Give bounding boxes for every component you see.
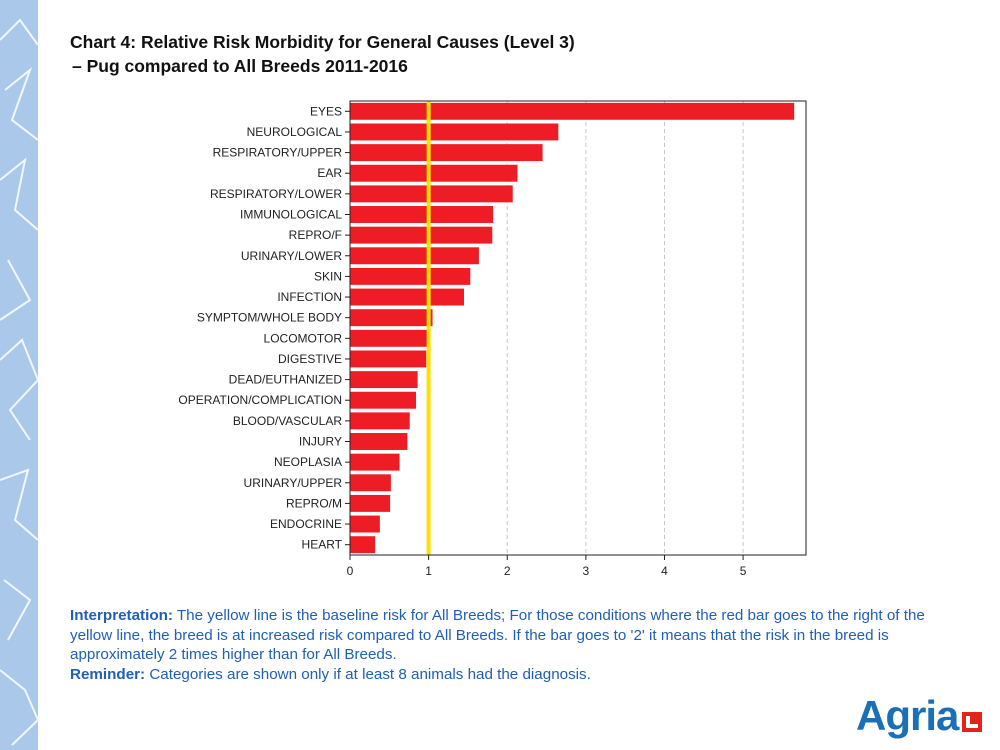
category-label: OPERATION/COMPLICATION	[178, 393, 342, 407]
category-label: LOCOMOTOR	[264, 331, 343, 345]
bar-respiratory-lower	[350, 185, 513, 203]
category-label: RESPIRATORY/LOWER	[210, 187, 342, 201]
category-label: IMMUNOLOGICAL	[240, 208, 342, 222]
title-line-2: – Pug compared to All Breeds 2011-2016	[72, 56, 408, 76]
x-tick-label: 0	[347, 564, 354, 578]
bar-repro-m	[350, 494, 391, 512]
category-label: DEAD/EUTHANIZED	[229, 373, 343, 387]
category-label: EAR	[317, 166, 342, 180]
category-label: REPRO/M	[286, 496, 342, 510]
bar-infection	[350, 288, 464, 306]
logo-mark-icon	[962, 712, 983, 732]
bar-dead-euthanized	[350, 371, 418, 389]
category-label: NEUROLOGICAL	[247, 125, 343, 139]
bar-symptom-whole-body	[350, 309, 433, 327]
reminder-note: Reminder: Categories are shown only if a…	[70, 665, 970, 685]
reminder-text: Categories are shown only if at least 8 …	[145, 665, 591, 683]
decorative-side-strip	[0, 0, 38, 750]
logo-wordmark: Agria	[856, 692, 959, 739]
bar-chart: EYES NEUROLOGICAL RESPIRATORY/UPPER EAR RESP…	[178, 100, 807, 578]
x-tick-label: 5	[740, 564, 747, 578]
category-label: SKIN	[314, 269, 342, 283]
bar-endocrine	[350, 515, 380, 533]
bar-skin	[350, 267, 471, 285]
bar-respiratory-upper	[350, 144, 543, 162]
category-label: BLOOD/VASCULAR	[233, 414, 342, 428]
axes	[345, 100, 807, 560]
bar-urinary-lower	[350, 247, 479, 265]
title-line-1: Chart 4: Relative Risk Morbidity for Gen…	[70, 32, 575, 52]
interpretation-text: The yellow line is the baseline risk for…	[70, 607, 925, 663]
category-label: DIGESTIVE	[278, 352, 342, 366]
category-labels: EYES NEUROLOGICAL RESPIRATORY/UPPER EAR RESP…	[178, 104, 342, 551]
bar-urinary-upper	[350, 474, 391, 492]
category-label: RESPIRATORY/UPPER	[213, 146, 343, 160]
bar-immunological	[350, 206, 494, 223]
category-label: URINARY/LOWER	[241, 249, 342, 263]
bar-repro-f	[350, 226, 493, 244]
bar-ear	[350, 164, 518, 182]
x-tick-label: 4	[661, 564, 668, 578]
bar-heart	[350, 536, 376, 554]
bar-locomotor	[350, 329, 429, 347]
category-label: SYMPTOM/WHOLE BODY	[197, 311, 342, 325]
plot-frame	[349, 100, 807, 556]
bar-operation-complication	[350, 391, 417, 409]
bar-neurological	[350, 123, 559, 141]
bars	[350, 102, 795, 554]
category-label: INFECTION	[277, 290, 342, 304]
category-label: NEOPLASIA	[274, 455, 342, 469]
bar-eyes	[350, 102, 795, 120]
reminder-label: Reminder:	[70, 665, 146, 683]
bar-injury	[350, 433, 408, 450]
category-label: HEART	[302, 538, 343, 552]
category-label: URINARY/UPPER	[244, 476, 343, 490]
notes: Interpretation: The yellow line is the b…	[70, 606, 970, 684]
bar-blood-vascular	[350, 412, 410, 430]
bar-digestive	[350, 350, 427, 368]
bar-neoplasia	[350, 453, 400, 471]
x-tick-label: 2	[504, 564, 511, 578]
x-tick-label: 1	[425, 564, 432, 578]
category-label: EYES	[310, 104, 342, 118]
interpretation-label: Interpretation:	[70, 607, 173, 624]
agria-logo: Agria	[856, 693, 988, 739]
category-label: ENDOCRINE	[270, 517, 342, 531]
interpretation-note: Interpretation: The yellow line is the b…	[70, 606, 970, 665]
category-label: REPRO/F	[289, 228, 342, 242]
category-label: INJURY	[299, 435, 342, 449]
chart-title: Chart 4: Relative Risk Morbidity for Gen…	[70, 30, 575, 78]
x-tick-label: 3	[583, 564, 590, 578]
x-tick-labels: 0 1 2 3 4 5	[347, 564, 747, 578]
